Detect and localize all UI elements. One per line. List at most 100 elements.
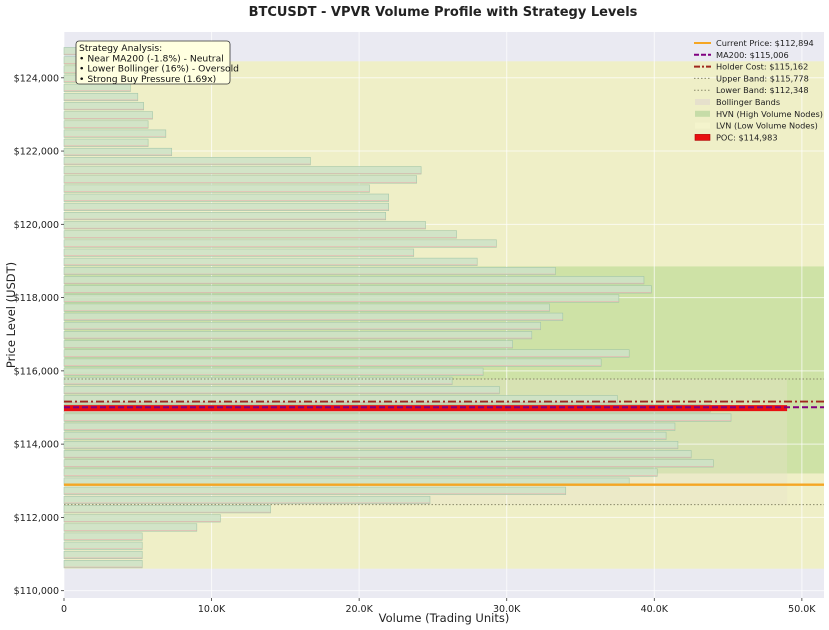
- volume-bar: [63, 202, 389, 211]
- volume-bar: [63, 386, 500, 395]
- volume-bar: [63, 294, 620, 303]
- y-tick-label: $120,000: [14, 220, 59, 231]
- volume-bar: [63, 505, 271, 514]
- volume-bar: [63, 395, 618, 404]
- volume-bar: [63, 83, 131, 92]
- x-tick-label: 30.0K: [493, 604, 521, 615]
- volume-bar: [63, 239, 497, 248]
- annotation-line: • Strong Buy Pressure (1.69x): [79, 74, 216, 85]
- volume-bar: [63, 166, 422, 175]
- axes: 0 10.0K 20.0K 30.0K 40.0K 50.0K $110,000 $112,0…: [14, 73, 817, 615]
- legend: Current Price: $112,894 MA200: $115,006 Ho…: [694, 38, 823, 142]
- legend-swatch: [694, 134, 711, 141]
- volume-bar: [63, 486, 567, 495]
- legend-label: Current Price: $112,894: [716, 38, 814, 48]
- annotation-line: • Lower Bollinger (16%) - Oversold: [79, 64, 239, 75]
- volume-bar: [63, 102, 144, 111]
- volume-bar: [63, 212, 387, 221]
- volume-bar: [63, 532, 143, 541]
- legend-label: Bollinger Bands: [716, 97, 780, 107]
- legend-item: Bollinger Bands: [695, 97, 780, 107]
- y-tick-label: $114,000: [14, 440, 59, 451]
- volume-bar: [63, 193, 389, 202]
- volume-bar: [63, 422, 676, 431]
- volume-bar: [63, 221, 426, 230]
- legend-label: Upper Band: $115,778: [716, 73, 809, 83]
- strategy-annotation: Strategy Analysis:• Near MA200 (-1.8%) -…: [75, 40, 239, 85]
- legend-item: Holder Cost: $115,162: [694, 62, 808, 72]
- volume-bar: [63, 111, 153, 120]
- volume-bar: [63, 230, 457, 239]
- volume-bar: [63, 266, 556, 276]
- x-tick-label: 40.0K: [641, 604, 669, 615]
- annotation-title: Strategy Analysis:: [79, 43, 162, 54]
- y-tick-label: $116,000: [14, 366, 59, 377]
- volume-bar: [63, 257, 478, 266]
- level-lines: [64, 378, 824, 506]
- y-axis-label: Price Level (USDT): [4, 262, 18, 368]
- legend-swatch: [695, 122, 710, 129]
- volume-bar: [63, 147, 173, 157]
- volume-bar: [63, 129, 167, 138]
- legend-label: HVN (High Volume Nodes): [716, 109, 823, 119]
- volume-bar: [63, 459, 714, 468]
- volume-bar: [63, 312, 564, 321]
- volume-bar: [63, 495, 431, 505]
- legend-item: MA200: $115,006: [694, 50, 789, 60]
- volume-bar: [63, 340, 513, 349]
- legend-label: LVN (Low Volume Nodes): [716, 121, 818, 131]
- legend-swatch: [695, 99, 710, 105]
- volume-bar: [63, 349, 630, 358]
- x-axis-label: Volume (Trading Units): [379, 611, 510, 625]
- volume-bar: [63, 331, 533, 340]
- annotation-box: [75, 40, 231, 85]
- x-tick-label: 10.0K: [198, 604, 226, 615]
- annotation-line: • Near MA200 (-1.8%) - Neutral: [79, 53, 224, 64]
- volume-bar: [63, 248, 415, 257]
- legend-label: Lower Band: $112,348: [716, 85, 809, 95]
- y-tick-label: $112,000: [14, 513, 59, 524]
- volume-bar: [63, 321, 541, 331]
- volume-bar: [63, 550, 143, 560]
- volume-bar: [63, 157, 311, 166]
- volume-bar: [63, 175, 417, 184]
- volume-bar: [63, 285, 652, 294]
- legend-item: POC: $114,983: [694, 132, 778, 142]
- volume-bar: [63, 358, 602, 367]
- volume-bar: [63, 92, 139, 102]
- volume-bar: [63, 440, 679, 450]
- y-tick-label: $118,000: [14, 293, 59, 304]
- volume-bar: [63, 431, 667, 440]
- legend-label: MA200: $115,006: [716, 50, 789, 60]
- volume-bar: [63, 468, 658, 477]
- legend-item: Upper Band: $115,778: [694, 73, 809, 83]
- volume-bar: [63, 276, 645, 285]
- volume-bar: [63, 523, 198, 532]
- y-tick-label: $122,000: [14, 147, 59, 158]
- legend-label: Holder Cost: $115,162: [716, 62, 808, 72]
- legend-swatch: [695, 110, 710, 117]
- volume-bar: [63, 138, 149, 147]
- legend-item: HVN (High Volume Nodes): [695, 109, 823, 119]
- legend-item: LVN (Low Volume Nodes): [695, 121, 818, 131]
- x-tick-label: 0: [61, 604, 67, 615]
- legend-item: Current Price: $112,894: [694, 38, 814, 48]
- volume-bar: [63, 413, 732, 422]
- volume-bar: [63, 560, 143, 569]
- volume-bar: [63, 184, 370, 193]
- volume-bar: [63, 376, 453, 385]
- volume-bar: [63, 120, 149, 129]
- legend-item: Lower Band: $112,348: [694, 85, 809, 95]
- chart-title: BTCUSDT - VPVR Volume Profile with Strat…: [249, 5, 638, 20]
- volume-bar: [63, 514, 221, 523]
- legend-label: POC: $114,983: [716, 132, 778, 142]
- volume-bar: [63, 541, 143, 550]
- x-tick-label: 20.0K: [345, 604, 373, 615]
- y-tick-label: $110,000: [14, 586, 59, 597]
- y-tick-label: $124,000: [14, 73, 59, 84]
- x-tick-label: 50.0K: [788, 604, 816, 615]
- volume-bar: [63, 303, 550, 312]
- volume-bar: [63, 367, 484, 376]
- volume-bar: [63, 450, 692, 459]
